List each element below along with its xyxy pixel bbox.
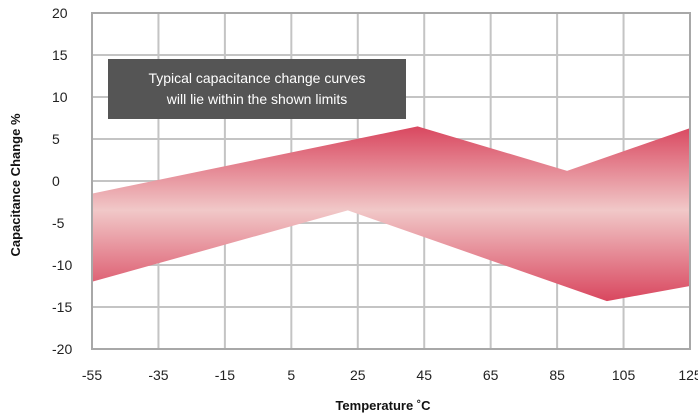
y-tick-label: 20 xyxy=(52,5,68,21)
y-tick-label: 0 xyxy=(52,173,60,189)
x-tick-label: -55 xyxy=(82,367,102,383)
y-tick-label: 15 xyxy=(52,47,68,63)
x-tick-labels: -55 -35 -15 5 25 45 65 85 105 125 xyxy=(82,367,698,383)
x-tick-label: 125 xyxy=(678,367,698,383)
x-tick-label: 85 xyxy=(549,367,565,383)
annotation-line-2: will lie within the shown limits xyxy=(166,91,348,107)
x-tick-label: -35 xyxy=(148,367,168,383)
x-tick-label: 25 xyxy=(350,367,366,383)
x-tick-label: -15 xyxy=(215,367,235,383)
x-axis-title: Temperature ˚C xyxy=(335,398,431,413)
y-tick-label: -20 xyxy=(52,341,72,357)
x-tick-label: 105 xyxy=(612,367,636,383)
y-tick-label: -5 xyxy=(52,215,65,231)
y-axis-title: Capacitance Change % xyxy=(8,113,23,256)
y-tick-label: -10 xyxy=(52,257,72,273)
x-tick-label: 65 xyxy=(483,367,499,383)
y-tick-label: -15 xyxy=(52,299,72,315)
plot-frame xyxy=(91,12,691,350)
x-tick-label: 5 xyxy=(287,367,295,383)
annotation-background xyxy=(108,59,406,119)
annotation-box: Typical capacitance change curves will l… xyxy=(108,59,406,119)
annotation-line-1: Typical capacitance change curves xyxy=(148,70,365,86)
y-tick-label: 5 xyxy=(52,131,60,147)
y-tick-label: 10 xyxy=(52,89,68,105)
y-tick-labels: 20 15 10 5 0 -5 -10 -15 -20 xyxy=(52,5,72,357)
x-tick-label: 45 xyxy=(416,367,432,383)
tolerance-band xyxy=(92,126,690,302)
tolerance-band-group xyxy=(92,126,690,302)
